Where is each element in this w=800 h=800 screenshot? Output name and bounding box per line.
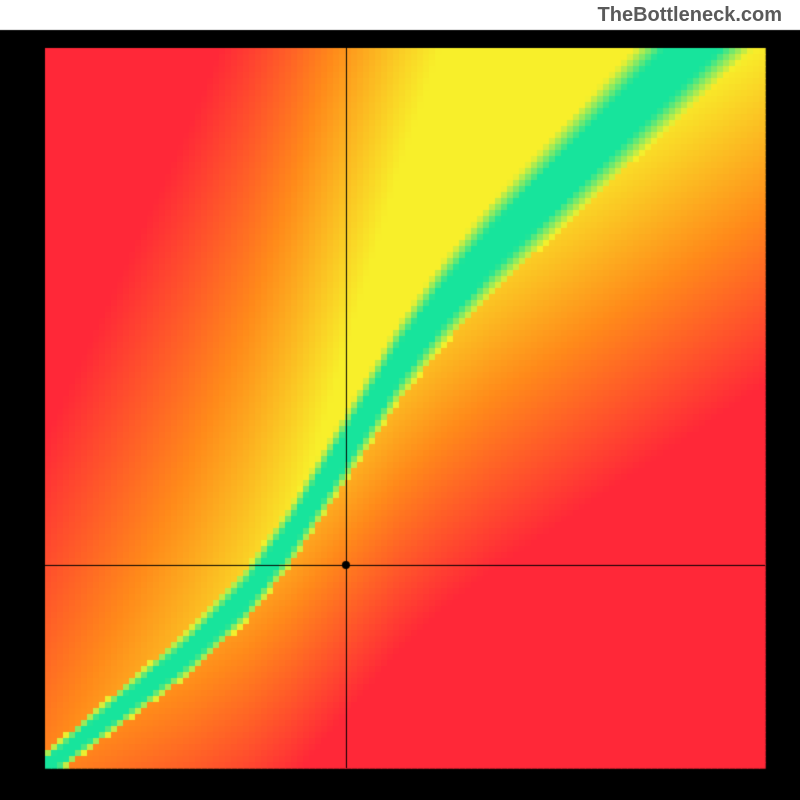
attribution-text: TheBottleneck.com [598, 4, 782, 27]
bottleneck-heatmap [0, 0, 800, 800]
